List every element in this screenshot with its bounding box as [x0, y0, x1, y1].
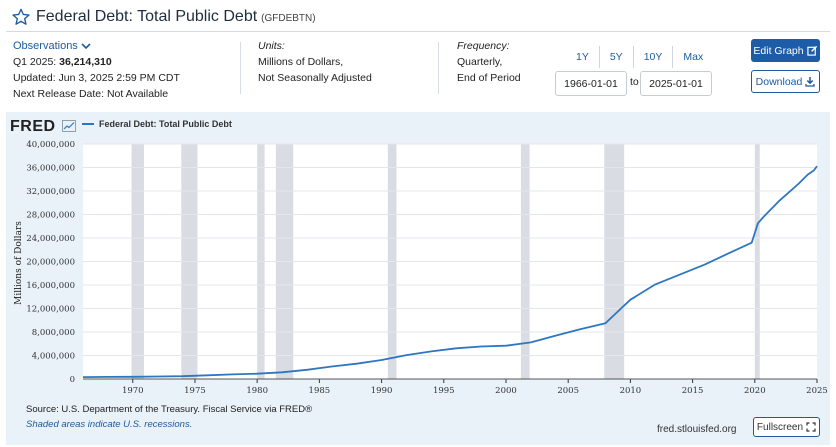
units-label: Units:	[258, 40, 285, 52]
updated-text: Updated: Jun 3, 2025 2:59 PM CDT	[13, 72, 180, 84]
x-tick-label: 1975	[184, 386, 206, 396]
y-tick-label: 0	[70, 375, 75, 385]
latest-observation: Q1 2025: 36,214,310	[13, 54, 233, 70]
x-tick-label: 1970	[122, 386, 144, 396]
download-label: Download	[755, 75, 803, 88]
title-row: Federal Debt: Total Public Debt (GFDEBTN…	[12, 6, 316, 28]
latest-value: 36,214,310	[59, 56, 112, 68]
download-icon	[805, 77, 815, 87]
y-tick-label: 32,000,000	[26, 187, 75, 197]
x-tick-label: 2020	[744, 386, 766, 396]
end-date-input[interactable]	[640, 71, 712, 96]
y-axis-label: Millions of Dollars	[14, 221, 24, 305]
range-buttons: 1Y 5Y 10Y Max	[566, 46, 713, 68]
info-divider	[438, 42, 439, 94]
frequency-line2: End of Period	[457, 72, 521, 84]
legend-label: Federal Debt: Total Public Debt	[99, 119, 232, 129]
y-tick-label: 8,000,000	[32, 328, 75, 338]
x-tick-label: 2005	[557, 386, 579, 396]
fullscreen-icon	[806, 422, 816, 432]
y-tick-label: 12,000,000	[26, 305, 75, 315]
range-10y-button[interactable]: 10Y	[643, 51, 663, 63]
y-tick-label: 16,000,000	[26, 281, 75, 291]
x-tick-label: 2015	[682, 386, 704, 396]
y-tick-label: 28,000,000	[26, 211, 75, 221]
info-divider	[240, 42, 241, 94]
y-tick-label: 20,000,000	[26, 258, 75, 268]
chevron-down-icon	[81, 43, 91, 50]
y-tick-label: 24,000,000	[26, 234, 75, 244]
frequency-label: Frequency:	[457, 40, 510, 52]
range-separator	[672, 46, 674, 68]
x-tick-label: 1995	[433, 386, 455, 396]
x-tick-label: 2025	[806, 386, 828, 396]
y-tick-label: 36,000,000	[26, 164, 75, 174]
source-text: Source: U.S. Department of the Treasury.…	[26, 404, 313, 415]
header-divider	[6, 31, 830, 32]
x-tick-label: 1990	[371, 386, 393, 396]
observations-toggle-label: Observations	[13, 40, 78, 52]
edit-icon	[806, 45, 817, 56]
frequency-block: Frequency: Quarterly, End of Period	[457, 38, 547, 86]
start-date-input[interactable]	[555, 71, 627, 96]
range-5y-button[interactable]: 5Y	[609, 51, 623, 63]
edit-graph-button[interactable]: Edit Graph	[751, 39, 820, 62]
download-button[interactable]: Download	[751, 70, 820, 93]
edit-graph-label: Edit Graph	[753, 44, 804, 57]
y-tick-label: 4,000,000	[32, 352, 75, 362]
observations-block: Observations Q1 2025: 36,214,310 Updated…	[13, 38, 233, 102]
next-release-text: Next Release Date: Not Available	[13, 88, 169, 100]
fullscreen-button[interactable]: Fullscreen	[753, 417, 820, 437]
frequency-line1: Quarterly,	[457, 56, 503, 68]
range-separator	[632, 46, 634, 68]
to-label: to	[630, 76, 639, 88]
series-id: (GFDEBTN)	[261, 13, 316, 24]
units-block: Units: Millions of Dollars, Not Seasonal…	[258, 38, 418, 86]
observations-toggle[interactable]: Observations	[13, 38, 233, 54]
fred-logo: FRED	[10, 118, 56, 135]
star-outline-icon[interactable]	[12, 8, 30, 26]
fullscreen-label: Fullscreen	[756, 421, 804, 433]
latest-period: Q1 2025:	[13, 56, 57, 68]
units-line1: Millions of Dollars,	[258, 56, 344, 68]
x-tick-label: 2000	[495, 386, 517, 396]
trend-icon	[62, 120, 76, 132]
series-line	[82, 165, 818, 378]
legend-swatch	[82, 123, 94, 125]
chart-legend: Federal Debt: Total Public Debt	[82, 119, 232, 129]
x-tick-label: 2010	[620, 386, 642, 396]
page-title: Federal Debt: Total Public Debt	[36, 8, 258, 25]
x-tick-label: 1980	[246, 386, 268, 396]
range-1y-button[interactable]: 1Y	[576, 51, 589, 63]
x-tick-label: 1985	[309, 386, 331, 396]
site-link[interactable]: fred.stlouisfed.org	[657, 424, 737, 435]
range-max-button[interactable]: Max	[683, 51, 704, 63]
units-line2: Not Seasonally Adjusted	[258, 72, 372, 84]
recession-note: Shaded areas indicate U.S. recessions.	[26, 419, 193, 430]
range-separator	[598, 46, 600, 68]
y-tick-label: 40,000,000	[26, 140, 75, 150]
